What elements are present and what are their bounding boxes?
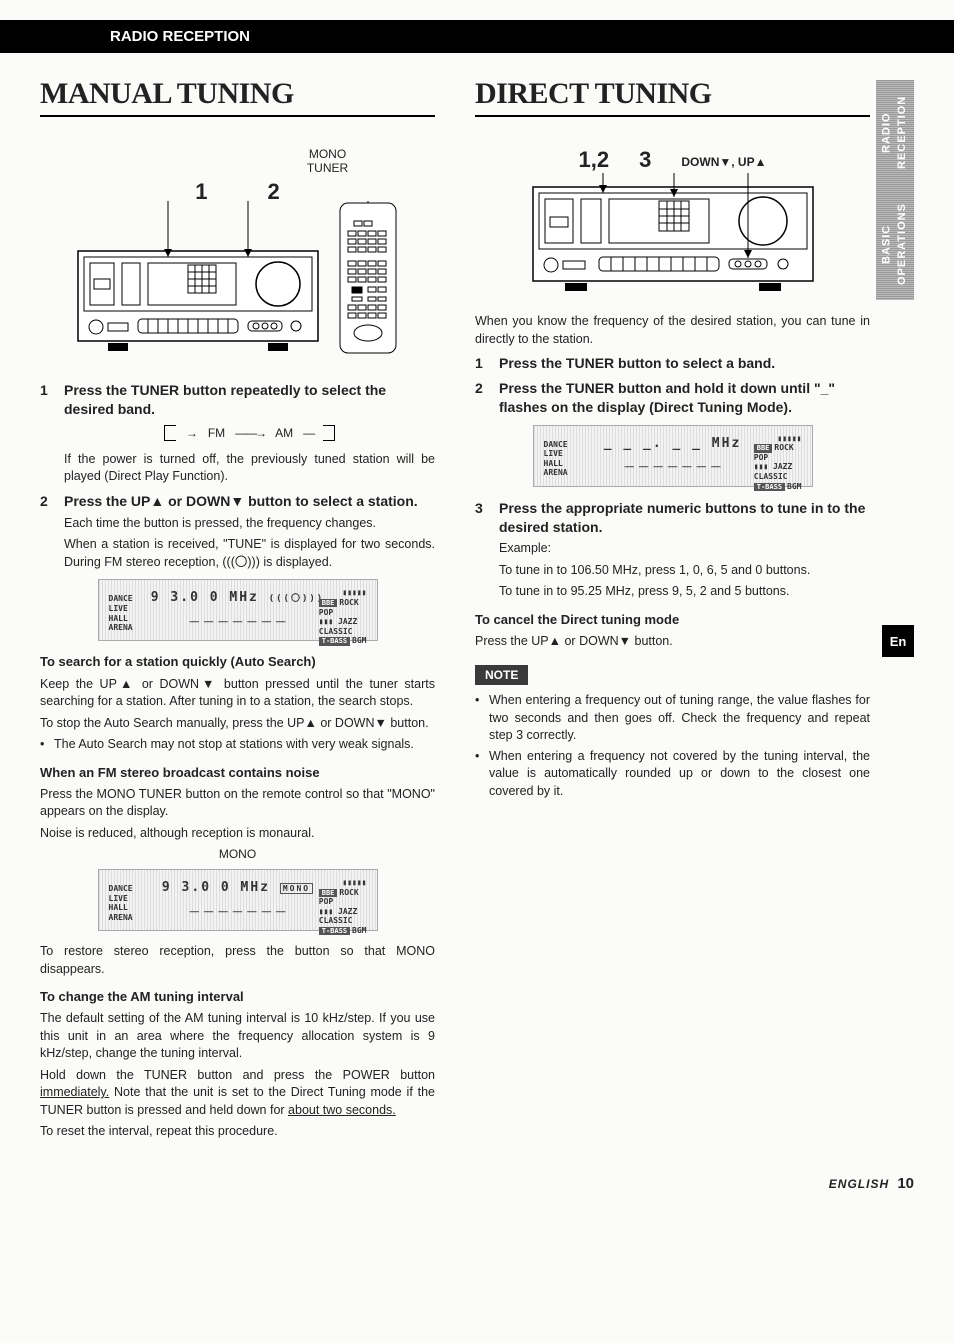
step-title: Press the UP▲ or DOWN▼ button to select … [64,492,435,511]
side-tab-line1: BASIC OPERATIONS [880,189,911,300]
fm-am-loop: → FM ——→ AM — [64,425,435,441]
direct-step2: 2 Press the TUNER button and hold it dow… [475,379,870,417]
fm-noise-head: When an FM stereo broadcast contains noi… [40,764,435,782]
auto-search-head: To search for a station quickly (Auto Se… [40,653,435,671]
fm-noise-p1: Press the MONO TUNER button on the remot… [40,786,435,821]
auto-search-bullet: The Auto Search may not stop at stations… [40,736,435,754]
note-bullet-1: When entering a frequency out of tuning … [475,692,870,745]
direct-intro: When you know the frequency of the desir… [475,313,870,348]
display-left-labels: DANCE LIVE HALL ARENA [544,440,568,478]
step-num: 1 [475,354,489,373]
lang-tab: En [882,625,914,657]
footer-lang: ENGLISH [829,1177,889,1191]
note-label: NOTE [475,665,528,686]
display-right-labels: ▮▮▮▮▮ BBEROCK POP ▮▮▮ JAZZ CLASSIC T-BAS… [319,878,367,936]
fm-noise-p3: To restore stereo reception, press the b… [40,943,435,978]
mono-arrow-label: MONO [40,846,435,863]
section-header: RADIO RECEPTION [0,20,954,53]
mono-badge: MONO [280,883,313,894]
step-title: Press the TUNER button to select a band. [499,354,870,373]
fm-noise-p2: Noise is reduced, although reception is … [40,825,435,843]
step2-body1: Each time the button is pressed, the fre… [64,515,435,533]
auto-search-p1: Keep the UP▲ or DOWN▼ button pressed unt… [40,676,435,711]
step-num: 3 [475,499,489,537]
am-interval-p3: To reset the interval, repeat this proce… [40,1123,435,1141]
note-bullet-2: When entering a frequency not covered by… [475,748,870,801]
display-panel-2: DANCE LIVE HALL ARENA 9 3.0 0 MHz MONO ⎼… [98,869,378,931]
step2-body2: When a station is received, "TUNE" is di… [64,536,435,571]
display-left-labels: DANCE LIVE HALL ARENA [109,594,133,632]
auto-search-p2: To stop the Auto Search manually, press … [40,715,435,733]
mono-tuner-label: MONOTUNER [307,147,348,175]
fm-label: FM [208,425,225,441]
side-tab: BASIC OPERATIONS RADIO RECEPTION [876,80,914,300]
manual-tuning-column: MANUAL TUNING MONOTUNER 1 2 [40,63,435,1145]
display-freq: 9 3.0 0 MHz [151,590,259,605]
example-2: To tune in to 95.25 MHz, press 9, 5, 2 a… [499,583,870,601]
manual-diagram: MONOTUNER 1 2 [40,147,435,361]
step-title: Press the TUNER button and hold it down … [499,379,870,417]
footer-page: 10 [897,1175,914,1192]
display-left-labels: DANCE LIVE HALL ARENA [109,884,133,922]
display-freq: 9 3.0 0 MHz [162,880,270,895]
manual-step2: 2 Press the UP▲ or DOWN▼ button to selec… [40,492,435,571]
page-footer: ENGLISH 10 [40,1175,914,1192]
display-panel-3: DANCE LIVE HALL ARENA _ _ _. _ _ MHz ⎼ ⎼… [533,425,813,487]
step-num: 2 [475,379,489,417]
cancel-body: Press the UP▲ or DOWN▼ button. [475,633,870,651]
direct-tuning-column: DIRECT TUNING 1,2 3 DOWN▼, UP▲ [475,63,914,803]
step-num: 2 [40,492,54,511]
am-label: AM [275,425,293,441]
callout-3: 3 [639,147,651,173]
manual-title: MANUAL TUNING [40,77,435,117]
callout-12: 1,2 [579,147,610,173]
step-title: Press the appropriate numeric buttons to… [499,499,870,537]
display-right-labels: ▮▮▮▮▮ BBEROCK POP ▮▮▮ JAZZ CLASSIC T-BAS… [319,588,367,646]
example-label: Example: [499,540,870,558]
display-right-labels: ▮▮▮▮▮ BBEROCK POP ▮▮▮ JAZZ CLASSIC T-BAS… [754,434,802,492]
cancel-head: To cancel the Direct tuning mode [475,611,870,629]
step1-body: If the power is turned off, the previous… [64,451,435,486]
side-tab-line2: RADIO RECEPTION [880,80,911,185]
arrow-right-icon: → [186,425,198,441]
direct-step1: 1 Press the TUNER button to select a ban… [475,354,870,373]
example-1: To tune in to 106.50 MHz, press 1, 0, 6,… [499,562,870,580]
callout-downup: DOWN▼, UP▲ [681,155,766,173]
direct-step3: 3 Press the appropriate numeric buttons … [475,499,870,601]
stereo-icon: (((〇))) [269,594,325,604]
step-title: Press the TUNER button repeatedly to sel… [64,381,435,419]
am-interval-p1: The default setting of the AM tuning int… [40,1010,435,1063]
am-interval-head: To change the AM tuning interval [40,988,435,1006]
display-freq: _ _ _. _ _ MHz [604,436,742,451]
manual-step1: 1 Press the TUNER button repeatedly to s… [40,381,435,486]
direct-title: DIRECT TUNING [475,77,870,117]
device-with-remote-svg [68,201,408,361]
device-svg [523,173,823,293]
direct-diagram: 1,2 3 DOWN▼, UP▲ [475,147,870,293]
step-num: 1 [40,381,54,419]
am-interval-p2: Hold down the TUNER button and press the… [40,1067,435,1120]
display-panel-1: DANCE LIVE HALL ARENA 9 3.0 0 MHz (((〇))… [98,579,378,641]
